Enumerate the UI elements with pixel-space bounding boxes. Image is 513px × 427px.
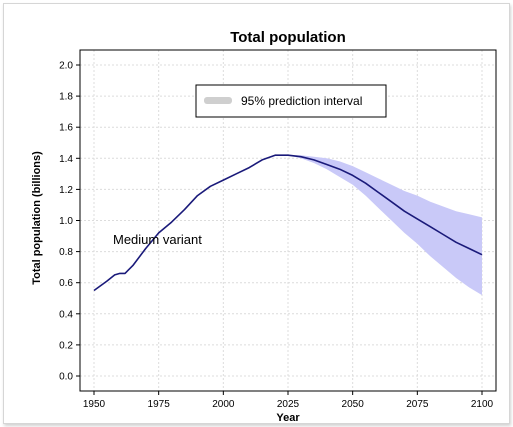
y-tick-label: 1.6 [59,123,73,134]
x-tick-label: 2025 [277,399,300,410]
series-line-medium-variant [93,154,483,292]
x-tick-label: 2075 [406,399,429,410]
medium-variant-annotation: Medium variant [113,232,202,247]
prediction-band-layer [275,155,482,296]
legend-swatch [204,97,232,104]
y-tick-label: 1.8 [59,92,73,103]
y-tick-label: 0.0 [59,372,73,383]
ticks: 1950 1975 2000 2025 2050 2075 2100 0.0 0.2 0.4 0.6… [59,61,493,411]
y-tick-label: 0.4 [59,309,73,320]
x-tick-label: 2100 [471,399,494,410]
x-tick-label: 2050 [342,399,365,410]
y-tick-label: 0.8 [59,247,73,258]
series-layer [93,154,483,292]
x-axis-label: Year [276,412,300,424]
legend-entry: 95% prediction interval [241,94,362,108]
y-tick-label: 1.4 [59,154,73,165]
y-tick-label: 0.6 [59,278,73,289]
x-tick-label: 1975 [148,399,171,410]
chart-title: Total population [230,29,346,46]
y-tick-label: 1.2 [59,185,73,196]
x-tick-label: 1950 [83,399,106,410]
y-tick-label: 1.0 [59,216,73,227]
y-axis-label: Total population (billions) [31,151,43,285]
grid [80,50,496,391]
prediction-interval-band [275,155,482,296]
x-tick-label: 2000 [212,399,235,410]
y-tick-label: 2.0 [59,61,73,72]
y-tick-label: 0.2 [59,340,73,351]
legend: 95% prediction interval [195,84,387,118]
